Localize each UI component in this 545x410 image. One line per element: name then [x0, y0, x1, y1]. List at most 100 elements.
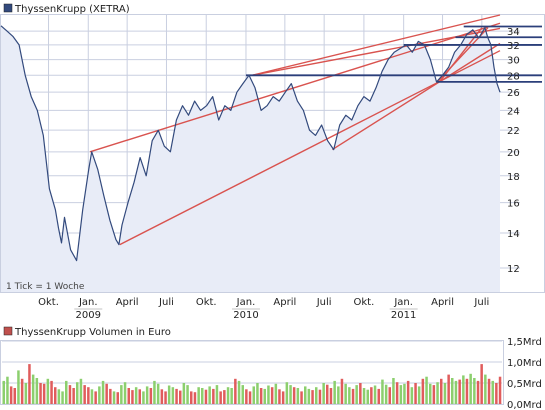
- volume-bar: [355, 385, 358, 404]
- volume-bar: [447, 374, 450, 404]
- volume-bar: [160, 389, 164, 404]
- volume-bar: [256, 383, 259, 404]
- volume-bar: [429, 383, 432, 404]
- volume-bar: [98, 386, 101, 404]
- y-tick-label: 34: [507, 27, 520, 38]
- volume-bar: [68, 385, 72, 404]
- y-tick-label: 24: [507, 106, 520, 117]
- volume-bar: [403, 383, 406, 404]
- volume-bar: [190, 391, 193, 404]
- price-y-axis: 12 14 16 18 20 22 24 26 28 30 32 34: [507, 27, 520, 275]
- volume-bar: [248, 391, 252, 404]
- volume-bar: [344, 383, 347, 404]
- volume-bar: [42, 383, 46, 404]
- y-tick-label: 28: [507, 71, 520, 82]
- y-tick-label: 22: [507, 126, 520, 137]
- volume-bar: [142, 391, 145, 404]
- volume-bar: [175, 388, 178, 404]
- volume-bar: [13, 388, 16, 404]
- volume-bar: [241, 385, 244, 404]
- volume-bar: [171, 387, 175, 404]
- volume-bar: [326, 384, 329, 404]
- x-tick-label: Okt.: [38, 297, 59, 308]
- volume-bar: [443, 383, 447, 404]
- volume-bar: [340, 378, 344, 404]
- volume-bar: [186, 385, 189, 404]
- volume-bar: [156, 383, 160, 404]
- volume-bar: [274, 383, 278, 404]
- price-area: [1, 25, 500, 293]
- y-tick-label: 18: [507, 172, 520, 183]
- y-tick-label: 12: [507, 264, 520, 275]
- volume-bar: [164, 391, 167, 404]
- volume-bar: [462, 375, 465, 404]
- volume-bar: [491, 380, 494, 404]
- volume-bar: [259, 388, 263, 404]
- volume-bar: [31, 374, 35, 404]
- volume-plot-frame: [0, 340, 504, 405]
- volume-bar: [348, 387, 351, 404]
- volume-bar: [311, 390, 314, 404]
- price-legend-label: ThyssenKrupp (XETRA): [14, 4, 130, 15]
- price-trend-lines: [89, 14, 542, 246]
- volume-bar: [35, 378, 39, 404]
- volume-bar: [123, 382, 127, 404]
- volume-bar: [215, 385, 219, 404]
- volume-bar: [480, 364, 483, 404]
- price-x-axis: Okt. Jan. 2009 April Juli Okt. Jan. 2010 April Ju…: [38, 297, 489, 321]
- volume-bar: [87, 387, 90, 404]
- volume-bar: [289, 385, 292, 404]
- volume-bar: [90, 389, 94, 404]
- volume-bar: [333, 380, 336, 404]
- volume-bar: [153, 380, 156, 404]
- volume-bar: [484, 374, 487, 404]
- volume-bar: [24, 383, 28, 404]
- volume-bar: [359, 383, 362, 404]
- volume-bar: [296, 388, 300, 404]
- volume-bar: [300, 391, 303, 404]
- y-tick-label: 32: [507, 41, 520, 52]
- volume-bar: [101, 380, 105, 404]
- volume-bar: [72, 388, 75, 404]
- volume-y-tick-label: 0,5Mrd: [507, 379, 542, 390]
- volume-bar: [116, 392, 119, 404]
- volume-bar: [145, 386, 149, 404]
- volume-bar: [179, 390, 182, 404]
- volume-bar: [454, 380, 458, 404]
- volume-bar: [212, 388, 215, 404]
- x-tick-label: Juli: [316, 297, 332, 308]
- y-tick-label: 14: [507, 229, 520, 240]
- x-tick-year: 2010: [233, 310, 258, 321]
- x-tick-year: 2011: [391, 310, 416, 321]
- volume-bar: [131, 390, 134, 404]
- volume-bar: [61, 391, 64, 404]
- volume-bar: [432, 385, 436, 404]
- volume-bar: [304, 386, 307, 404]
- volume-bar: [252, 386, 255, 404]
- volume-bar: [223, 390, 226, 404]
- volume-bar: [392, 378, 395, 404]
- volume-bar: [267, 385, 270, 404]
- y-tick-label: 20: [507, 148, 520, 159]
- volume-bar: [351, 388, 355, 404]
- volume-bars: [2, 364, 502, 404]
- volume-bar: [245, 389, 248, 404]
- trend-line: [251, 14, 501, 76]
- volume-bar: [373, 385, 377, 404]
- volume-bar: [127, 388, 130, 404]
- volume-bar: [20, 378, 24, 404]
- volume-bar: [395, 382, 399, 404]
- volume-bar: [451, 378, 454, 404]
- volume-bar: [263, 388, 266, 404]
- x-tick-label: Okt.: [354, 297, 375, 308]
- volume-bar: [329, 388, 333, 404]
- volume-bar: [318, 389, 322, 404]
- y-tick-label: 16: [507, 199, 520, 210]
- volume-bar: [94, 391, 97, 404]
- volume-bar: [487, 378, 491, 404]
- volume-bar: [278, 389, 281, 404]
- volume-bar: [366, 389, 369, 404]
- volume-bar: [234, 378, 237, 404]
- volume-legend-swatch: [3, 326, 13, 336]
- volume-bar: [362, 388, 366, 404]
